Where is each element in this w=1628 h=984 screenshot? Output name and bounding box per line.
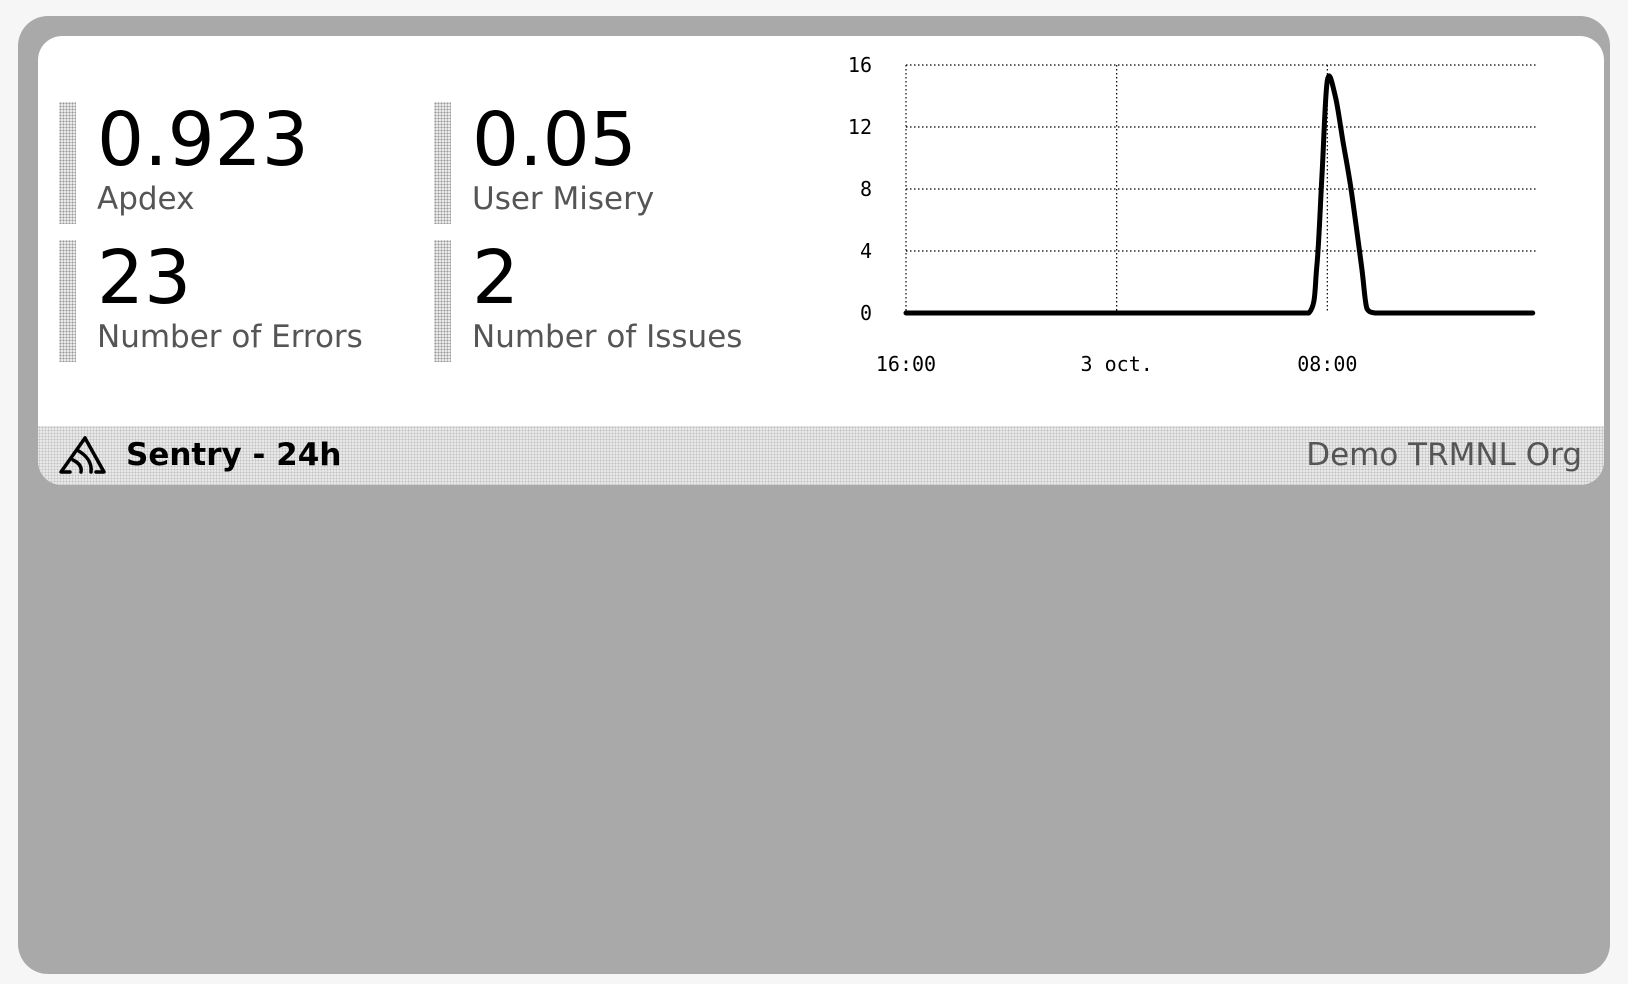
- metric-value: 0.05: [472, 97, 637, 183]
- series-line: [903, 73, 1536, 316]
- metric-number-of-issues: 2 Number of Issues: [434, 235, 794, 362]
- organization-name: Demo TRMNL Org: [1306, 437, 1582, 473]
- metric-label: Number of Errors: [97, 319, 363, 355]
- metric-number-of-errors: 23 Number of Errors: [59, 235, 419, 362]
- metric-bar: [434, 240, 451, 362]
- metric-label: User Misery: [472, 181, 655, 217]
- widget-title: Sentry - 24h: [126, 437, 342, 473]
- metric-value: 2: [472, 235, 520, 321]
- y-tick-label: 0: [860, 301, 872, 325]
- metric-apdex: 0.923 Apdex: [59, 97, 419, 224]
- x-tick-label: 3 oct.: [1081, 352, 1153, 376]
- metric-label: Number of Issues: [472, 319, 743, 355]
- screen-frame: 0.923 Apdex 0.05 User Misery 23 Number o…: [18, 16, 1610, 974]
- y-tick-label: 8: [860, 177, 872, 201]
- sentry-logo-icon: [59, 436, 106, 474]
- footer-title-bar: Sentry - 24h Demo TRMNL Org: [38, 426, 1604, 485]
- y-tick-label: 4: [860, 239, 872, 263]
- metric-value: 23: [97, 235, 192, 321]
- x-tick-label: 16:00: [876, 352, 936, 376]
- y-tick-label: 16: [848, 56, 872, 77]
- metric-bar: [59, 102, 76, 224]
- x-tick-label: 08:00: [1297, 352, 1357, 376]
- metric-label: Apdex: [97, 181, 195, 217]
- y-tick-label: 12: [848, 115, 872, 139]
- metric-bar: [434, 102, 451, 224]
- sentry-widget-card: 0.923 Apdex 0.05 User Misery 23 Number o…: [38, 36, 1604, 485]
- metric-bar: [59, 240, 76, 362]
- metric-user-misery: 0.05 User Misery: [434, 97, 794, 224]
- metric-value: 0.923: [97, 97, 309, 183]
- events-line-chart: 0 4 8 12 16 16:00 3 oct. 08:00: [848, 56, 1538, 376]
